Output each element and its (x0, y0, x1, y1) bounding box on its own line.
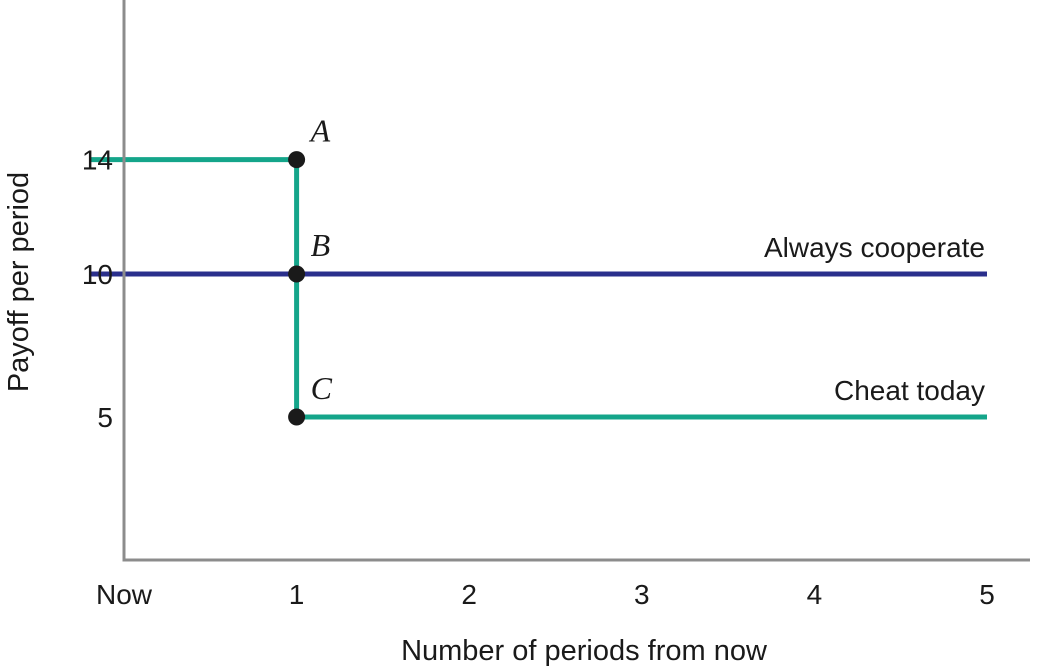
series-label-always-cooperate: Always cooperate (764, 232, 985, 263)
point-label-b: B (311, 227, 331, 263)
point-c (288, 408, 306, 426)
y-axis-label: Payoff per period (3, 172, 35, 392)
x-tick-label: Now (96, 579, 153, 610)
series-label-cheat-today: Cheat today (834, 375, 985, 406)
x-tick-label: 4 (807, 579, 823, 610)
point-label-c: C (311, 370, 333, 406)
point-b (288, 265, 306, 283)
x-tick-label: 5 (979, 579, 995, 610)
point-label-a: A (309, 113, 331, 149)
y-tick-label: 10 (82, 259, 113, 290)
points-layer (288, 151, 306, 426)
x-axis-label: Number of periods from now (401, 635, 768, 667)
labels-layer: Always cooperate Cheat today A B C (309, 113, 985, 406)
x-tick-label: 1 (289, 579, 305, 610)
point-a (288, 151, 306, 169)
y-tick-label: 5 (97, 402, 113, 433)
axes-layer: Now 1 2 3 4 5 14 10 5 (82, 0, 1030, 610)
series-line-cheat-today (89, 157, 987, 420)
x-tick-label: 2 (461, 579, 477, 610)
y-tick-label: 14 (82, 145, 113, 176)
x-tick-label: 3 (634, 579, 650, 610)
series-layer (89, 157, 987, 420)
